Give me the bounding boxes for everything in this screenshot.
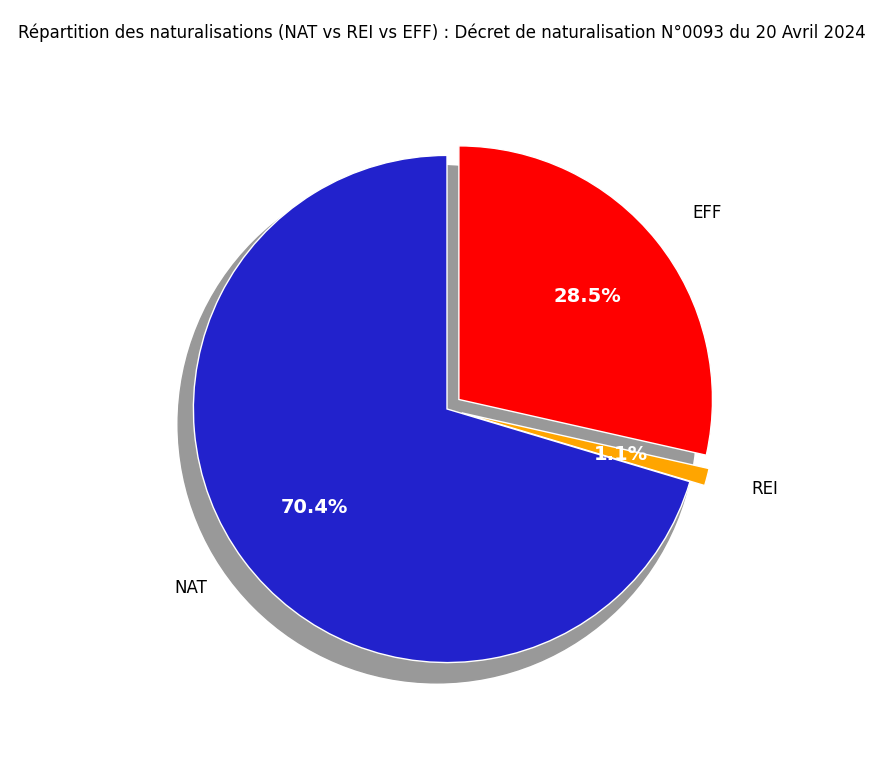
Text: NAT: NAT [174, 579, 207, 597]
Text: EFF: EFF [693, 203, 722, 221]
Wedge shape [459, 146, 713, 455]
Text: 28.5%: 28.5% [553, 287, 621, 306]
Wedge shape [461, 413, 709, 485]
Circle shape [178, 165, 696, 683]
Wedge shape [193, 155, 690, 663]
Text: 70.4%: 70.4% [281, 498, 349, 517]
Text: Répartition des naturalisations (NAT vs REI vs EFF) : Décret de naturalisation N: Répartition des naturalisations (NAT vs … [18, 23, 865, 42]
Text: 1.1%: 1.1% [595, 445, 648, 464]
Text: REI: REI [751, 480, 778, 498]
